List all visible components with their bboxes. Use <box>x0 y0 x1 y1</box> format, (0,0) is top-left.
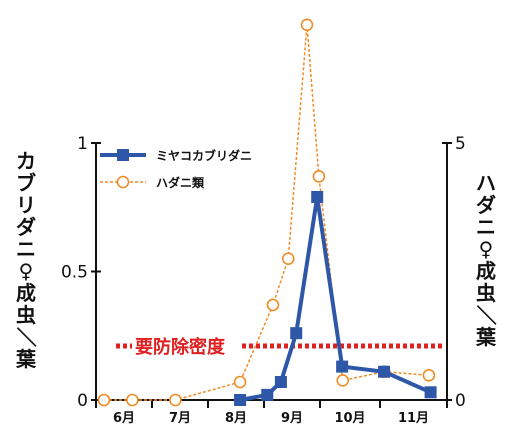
series-point-miyako <box>261 388 274 401</box>
x-axis-tick-label: 10月 <box>334 411 365 426</box>
axis-title-char: ♀ <box>478 237 494 261</box>
axis-title-char: 成 <box>476 259 496 283</box>
series-point-miyako <box>311 190 324 203</box>
series-line-miyako <box>239 196 432 402</box>
series <box>97 18 437 407</box>
series-point-hadani <box>97 393 111 407</box>
series-point-miyako <box>378 365 391 378</box>
threshold-label: 要防除密度 <box>135 336 226 358</box>
series-point-miyako <box>290 327 303 340</box>
threshold-label-background <box>132 332 242 357</box>
x-axis-tick-label: 6月 <box>113 411 135 426</box>
legend-label-miyako: ミヤコカブリダニ <box>156 148 252 163</box>
left-axis-tick-label: 0.5 <box>61 263 88 283</box>
left-axis-tick-label: 1 <box>77 134 88 154</box>
series-point-hadani <box>300 18 314 32</box>
axis-title-char: 葉 <box>16 347 36 371</box>
series-point-miyako <box>274 376 287 389</box>
axis-title-char: ／ <box>14 327 38 347</box>
legend-label-hadani: ハダニ類 <box>156 175 205 190</box>
axis-title-char: ダ <box>476 193 496 217</box>
axes <box>95 143 448 401</box>
legend-marker-hadani <box>116 175 130 189</box>
series-point-hadani <box>281 252 295 265</box>
axis-title-char: ニ <box>16 237 36 261</box>
tick-labels: 0 0.5 1 0 5 6月 7月 8月 9月 10月 11月 <box>61 134 466 426</box>
legend-marker-miyako <box>117 149 129 161</box>
series-point-hadani <box>312 170 326 183</box>
axis-title-char: ／ <box>474 305 498 325</box>
axis-title-char: リ <box>16 193 36 217</box>
axis-title-char: ハ <box>476 171 496 195</box>
series-point-hadani <box>126 393 139 407</box>
axis-title-char: ニ <box>476 215 496 239</box>
series-point-hadani <box>266 298 280 312</box>
axis-title-char: 成 <box>16 281 36 305</box>
axis-title-char: カ <box>16 149 36 173</box>
series-point-hadani <box>422 369 436 382</box>
axis-title-char: ブ <box>16 171 36 195</box>
series-point-miyako <box>234 394 247 406</box>
x-axis-tick-label: 8月 <box>225 411 247 426</box>
axis-title-char: 葉 <box>476 325 496 349</box>
axis-title-char: 虫 <box>476 281 496 305</box>
right-axis-title: ハダニ ♀ 成虫／葉 <box>474 172 498 348</box>
series-point-miyako <box>424 386 437 399</box>
right-axis-tick-label: 5 <box>455 134 466 154</box>
threshold-line: 要防除密度 <box>116 332 443 358</box>
axis-title-char: ダ <box>16 215 36 239</box>
series-point-hadani <box>233 375 247 389</box>
left-axis-tick-label: 0 <box>77 391 88 411</box>
left-axis-title: カブリダニ ♀ 成虫／葉 <box>14 150 38 370</box>
series-point-miyako <box>336 360 349 373</box>
x-axis-tick-label: 7月 <box>169 411 191 426</box>
series-point-hadani <box>169 393 182 407</box>
right-axis-tick-label: 0 <box>455 391 466 411</box>
axis-title-char: 虫 <box>16 303 36 327</box>
x-axis-tick-label: 11月 <box>398 411 429 426</box>
x-axis-tick-label: 9月 <box>281 411 303 426</box>
series-point-hadani <box>336 374 350 387</box>
axis-title-char: ♀ <box>18 259 34 283</box>
